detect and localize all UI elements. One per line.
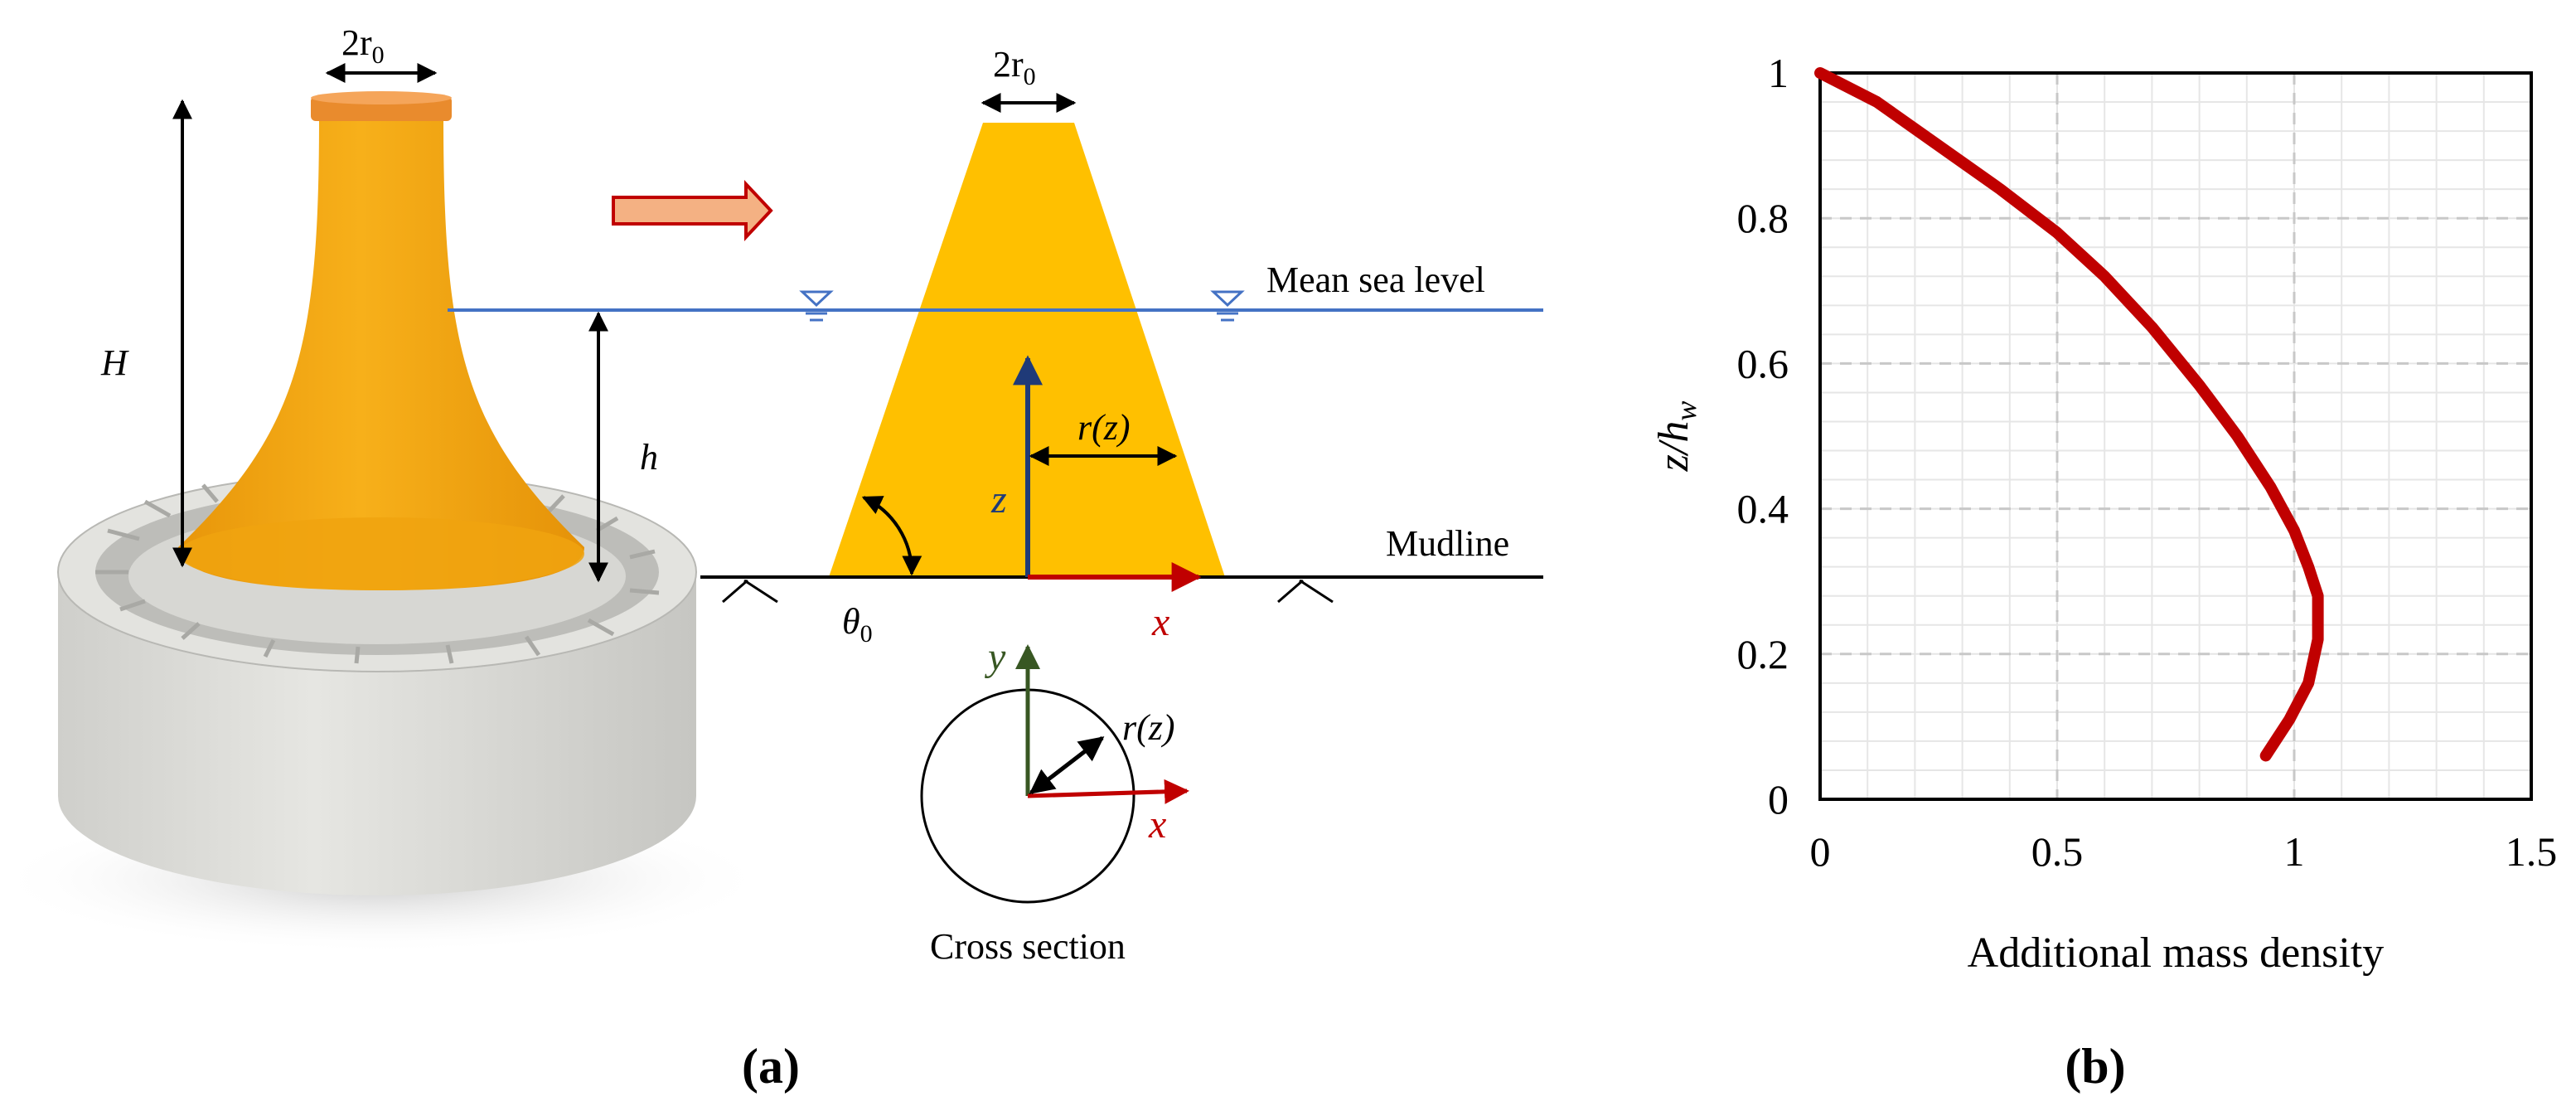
x-tick-label: 0 [1810,828,1831,875]
dim-h-label: h [640,437,658,478]
rz-label-section: r(z) [1077,407,1131,448]
x-tick-label: 1.5 [2506,828,2558,875]
foundation-render [0,91,771,953]
water-level-symbol-right [1210,290,1245,322]
chart-minor-grid [1820,73,2531,799]
transition-arrow [612,179,773,242]
tower-cap-top [311,91,452,104]
mudline-label: Mudline [1386,523,1509,564]
y-tick-label: 1 [1768,50,1789,96]
cross-section-label: Cross section [930,926,1126,967]
y-tick-label: 0 [1768,776,1789,822]
cross-section-y-label: y [984,635,1006,679]
dim-H-label: H [100,342,129,383]
y-tick-label: 0.6 [1737,340,1789,386]
cross-section-x-axis [1027,779,1189,804]
y-tick-label: 0.4 [1737,486,1789,532]
chart-y-ticks: 0 0.2 0.4 0.6 0.8 1 [1737,50,1789,822]
series-line [1814,67,2324,762]
cross-section-rz-arrow [1029,736,1105,794]
chart-x-label: Additional mass density [1968,929,2385,977]
dim-2r0-label-section: 2r0 [993,44,1036,90]
chart-plot-frame [1818,71,2533,801]
y-tick-label: 0.2 [1737,631,1789,677]
caption-a: (a) [742,1039,800,1094]
chart-major-grid [1820,73,2531,799]
caption-b: (b) [2065,1039,2125,1094]
mudline-hatch-right [1277,579,1334,604]
z-axis-label: z [990,478,1007,522]
chart-y-label: z/hw [1650,401,1702,473]
chart-x-ticks: 0 0.5 1 1.5 [1810,828,2558,875]
chart-b: 0 0.2 0.4 0.6 0.8 1 0 0.5 1 1.5 Additional mass … [1650,50,2557,977]
x-tick-label: 0.5 [2031,828,2084,875]
x-tick-label: 1 [2284,828,2305,875]
tower-base [178,517,584,590]
cross-section-x-label: x [1148,803,1166,847]
cross-section-rz-label: r(z) [1122,707,1175,748]
theta0-label: θ0 [842,601,873,648]
theta0-arc [861,496,922,576]
tower-body [178,116,584,590]
mean-sea-level-label: Mean sea level [1266,260,1485,300]
water-level-symbol-left [799,290,834,322]
dim-2r0-label-3d: 2r0 [341,22,385,69]
x-axis-label: x [1151,600,1169,644]
mudline-hatch-left [722,579,778,604]
y-tick-label: 0.8 [1737,195,1789,241]
